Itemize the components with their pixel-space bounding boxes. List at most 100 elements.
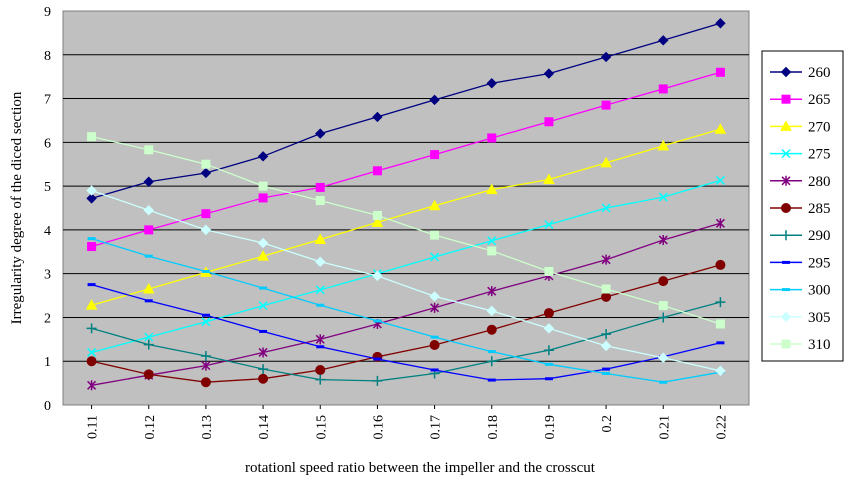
plot-area — [62, 10, 750, 406]
series-265-marker — [87, 242, 97, 252]
series-275-marker — [601, 203, 611, 213]
series-275-marker — [658, 192, 668, 202]
legend-item-295: 295 — [770, 255, 831, 271]
series-305-marker — [200, 224, 212, 236]
series-260-marker — [86, 193, 97, 204]
legend-260-marker — [780, 66, 792, 78]
series-280-marker — [658, 234, 668, 245]
series-310-marker — [315, 196, 325, 206]
series-300-marker — [602, 371, 611, 375]
series-305-line — [91, 189, 721, 372]
x-tick-label: 0.12 — [143, 415, 158, 440]
y-tick-label: 8 — [44, 49, 51, 64]
series-310-marker — [201, 159, 211, 169]
series-290-marker — [258, 364, 269, 375]
legend-item-310: 310 — [770, 337, 831, 353]
series-305-marker — [372, 270, 383, 282]
gridlines — [63, 54, 749, 362]
series-280-marker — [87, 380, 97, 391]
series-305-marker — [86, 185, 97, 196]
series-305 — [86, 185, 726, 377]
legend-item-285: 285 — [770, 201, 831, 217]
x-tick-label: 0.16 — [371, 415, 386, 440]
series-295-marker — [87, 283, 96, 287]
series-290-marker — [200, 350, 211, 361]
y-tick-label: 3 — [44, 268, 51, 283]
x-axis-title: rotationl speed ratio between the impell… — [245, 460, 596, 476]
series-280-marker — [258, 347, 268, 358]
series-260-marker — [543, 68, 555, 79]
legend-item-305: 305 — [770, 310, 831, 326]
series-310-marker — [544, 266, 554, 276]
legend-305-marker — [780, 311, 792, 323]
series-310-line — [91, 135, 721, 325]
x-tick-label: 0.19 — [543, 415, 558, 440]
x-tick-label: 0.17 — [429, 415, 444, 440]
series-265-marker — [315, 182, 325, 192]
series-280-marker — [315, 334, 325, 345]
x-tick-label: 0.22 — [714, 415, 729, 440]
y-tick-label: 9 — [44, 5, 51, 20]
series-265-marker — [544, 117, 554, 127]
series-300-marker — [544, 362, 553, 366]
series-285-marker — [429, 340, 440, 351]
x-tick-label: 0.14 — [257, 415, 272, 440]
series-265-marker — [258, 193, 268, 203]
series-305-marker — [143, 204, 154, 216]
series-285-marker — [601, 291, 612, 302]
series-285-marker — [86, 356, 97, 367]
x-tick-label: 0.11 — [86, 415, 101, 439]
legend-label: 270 — [808, 119, 831, 135]
series-295-marker — [487, 378, 496, 382]
series-290-marker — [372, 375, 383, 386]
series-305-marker — [658, 352, 669, 363]
series-265-marker — [372, 166, 382, 176]
series-310 — [87, 132, 725, 329]
series-265-marker — [144, 225, 154, 235]
series-295-marker — [716, 341, 725, 345]
series-260-marker — [143, 176, 154, 187]
series-270-marker — [257, 250, 269, 261]
series-270-marker — [428, 199, 441, 211]
legend-item-290: 290 — [770, 228, 831, 244]
legend-item-275: 275 — [770, 147, 831, 163]
series-275-marker — [487, 236, 497, 246]
series-300-marker — [316, 303, 325, 307]
legend-label: 275 — [808, 147, 831, 163]
series-270-marker — [600, 156, 612, 168]
series-290-marker — [601, 329, 612, 340]
series-275-line — [91, 179, 721, 354]
series-270-line — [91, 128, 721, 306]
series-305-marker — [429, 291, 440, 302]
series-310-marker — [715, 319, 725, 329]
legend-300-marker — [782, 288, 790, 292]
legend-label: 300 — [808, 283, 831, 299]
series-305-marker — [715, 365, 726, 377]
series-305-marker — [600, 340, 612, 352]
series-260-line — [91, 22, 721, 200]
series-270-marker — [657, 139, 670, 151]
series-285-line — [91, 264, 721, 383]
series-275-marker — [87, 347, 97, 357]
series-275-marker — [544, 220, 554, 230]
series-295-marker — [201, 313, 210, 317]
series-295-marker — [544, 377, 553, 381]
series-285-marker — [258, 373, 269, 384]
legend-label: 310 — [808, 337, 831, 353]
x-tick-label: 0.13 — [200, 415, 215, 440]
series-290-marker — [86, 323, 97, 334]
legend-280-marker — [781, 175, 791, 186]
series-270 — [85, 123, 727, 310]
series-295-marker — [144, 299, 153, 303]
series-275-marker — [430, 252, 440, 262]
x-tick-label: 0.2 — [600, 415, 615, 433]
series-275-marker — [258, 301, 268, 311]
series-310-marker — [601, 284, 611, 294]
series-260-marker — [200, 167, 212, 179]
series-265 — [87, 67, 725, 252]
series-260-marker — [486, 78, 497, 89]
series-285-marker — [143, 369, 154, 380]
legend-label: 260 — [808, 65, 831, 81]
series-285-marker — [658, 276, 669, 287]
